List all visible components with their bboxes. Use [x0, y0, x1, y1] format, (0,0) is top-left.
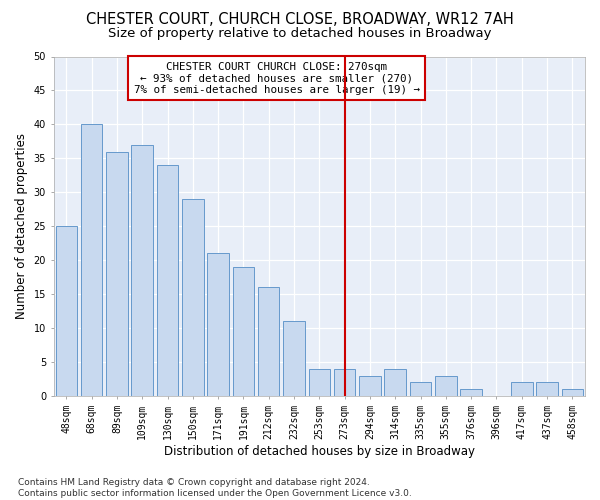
Bar: [208, 254, 229, 396]
Bar: [511, 382, 533, 396]
Bar: [233, 267, 254, 396]
Bar: [536, 382, 558, 396]
X-axis label: Distribution of detached houses by size in Broadway: Distribution of detached houses by size …: [164, 444, 475, 458]
Text: CHESTER COURT CHURCH CLOSE: 270sqm
← 93% of detached houses are smaller (270)
7%: CHESTER COURT CHURCH CLOSE: 270sqm ← 93%…: [134, 62, 420, 95]
Bar: [81, 124, 103, 396]
Text: CHESTER COURT, CHURCH CLOSE, BROADWAY, WR12 7AH: CHESTER COURT, CHURCH CLOSE, BROADWAY, W…: [86, 12, 514, 28]
Text: Size of property relative to detached houses in Broadway: Size of property relative to detached ho…: [108, 28, 492, 40]
Bar: [359, 376, 381, 396]
Bar: [334, 369, 355, 396]
Bar: [258, 288, 280, 396]
Bar: [182, 199, 203, 396]
Bar: [157, 165, 178, 396]
Bar: [562, 390, 583, 396]
Y-axis label: Number of detached properties: Number of detached properties: [15, 134, 28, 320]
Bar: [385, 369, 406, 396]
Text: Contains HM Land Registry data © Crown copyright and database right 2024.
Contai: Contains HM Land Registry data © Crown c…: [18, 478, 412, 498]
Bar: [410, 382, 431, 396]
Bar: [435, 376, 457, 396]
Bar: [460, 390, 482, 396]
Bar: [56, 226, 77, 396]
Bar: [308, 369, 330, 396]
Bar: [131, 145, 153, 396]
Bar: [283, 322, 305, 396]
Bar: [106, 152, 128, 396]
